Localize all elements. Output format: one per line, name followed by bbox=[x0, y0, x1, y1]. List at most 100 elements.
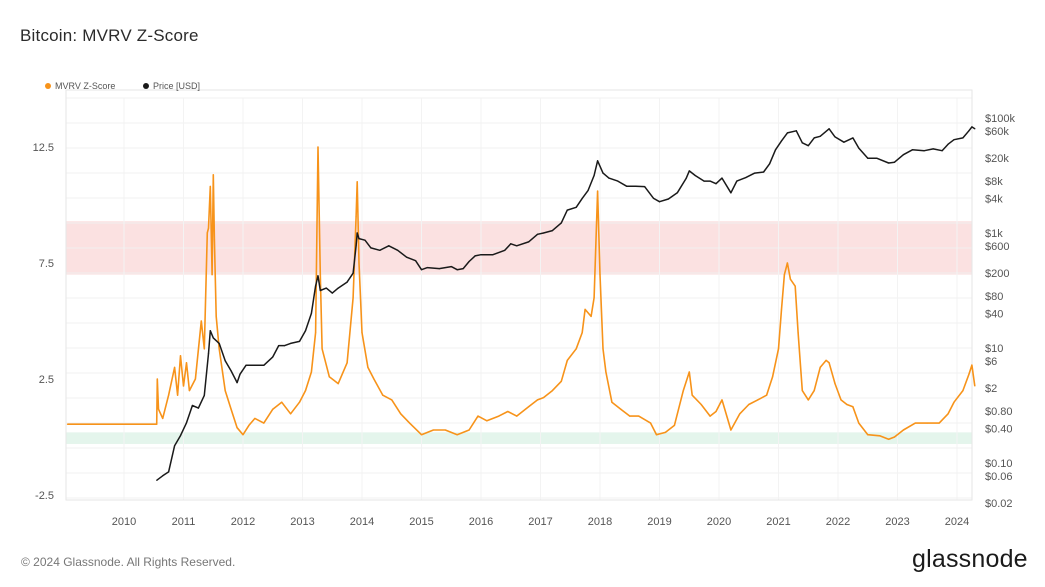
mvrv-point bbox=[432, 429, 434, 431]
x-tick-label: 2019 bbox=[647, 516, 671, 528]
price-point bbox=[795, 130, 797, 132]
mvrv-point bbox=[602, 348, 604, 350]
price-point bbox=[317, 275, 319, 277]
mvrv-point bbox=[748, 403, 750, 406]
price-point bbox=[406, 256, 408, 258]
price-point bbox=[325, 287, 327, 289]
mvrv-point bbox=[254, 417, 256, 420]
price-point bbox=[754, 172, 756, 174]
mvrv-point bbox=[560, 380, 562, 382]
price-point bbox=[358, 237, 360, 240]
mvrv-point bbox=[207, 227, 210, 229]
x-tick-label: 2015 bbox=[409, 516, 433, 528]
price-point bbox=[911, 149, 913, 151]
mvrv-point bbox=[498, 415, 500, 417]
price-point bbox=[426, 267, 429, 269]
y-right-tick-label: $40 bbox=[985, 308, 1003, 320]
mvrv-point bbox=[638, 415, 640, 417]
mvrv-point bbox=[834, 383, 836, 385]
price-point bbox=[745, 176, 747, 179]
chart-title: Bitcoin: MVRV Z-Score bbox=[20, 26, 199, 45]
price-point bbox=[364, 239, 366, 241]
price-point bbox=[185, 422, 188, 424]
price-point bbox=[450, 266, 452, 268]
price-point bbox=[331, 292, 333, 294]
price-point bbox=[587, 189, 589, 192]
price-point bbox=[310, 312, 313, 314]
y-right-tick-label: $0.10 bbox=[985, 458, 1013, 470]
mvrv-point bbox=[593, 297, 595, 299]
x-tick-label: 2020 bbox=[707, 516, 731, 528]
price-point bbox=[923, 150, 925, 152]
price-point bbox=[932, 148, 934, 150]
mvrv-point bbox=[188, 390, 191, 392]
price-point bbox=[203, 394, 205, 396]
price-point bbox=[304, 330, 307, 332]
mvrv-point bbox=[298, 401, 301, 403]
price-point bbox=[626, 185, 628, 187]
price-point bbox=[644, 186, 646, 188]
y-right-tick-label: $4k bbox=[985, 193, 1003, 205]
mvrv-point bbox=[542, 396, 545, 399]
price-point bbox=[474, 255, 476, 257]
price-point bbox=[480, 254, 482, 256]
price-point bbox=[278, 345, 280, 347]
mvrv-point bbox=[962, 390, 964, 392]
price-point bbox=[763, 171, 765, 173]
mvrv-point bbox=[794, 285, 796, 287]
mvrv-point bbox=[382, 394, 384, 396]
mvrv-point bbox=[971, 364, 973, 366]
mvrv-point bbox=[319, 274, 321, 276]
mvrv-point bbox=[367, 366, 369, 368]
mvrv-point bbox=[156, 378, 158, 380]
mvrv-point bbox=[242, 434, 244, 436]
price-point bbox=[635, 185, 637, 187]
price-point bbox=[263, 364, 265, 366]
price-point bbox=[658, 201, 661, 203]
mvrv-point bbox=[355, 216, 357, 218]
price-point bbox=[593, 174, 595, 177]
price-point bbox=[971, 126, 973, 128]
mvrv-point bbox=[281, 401, 283, 403]
mvrv-point bbox=[211, 274, 213, 276]
mvrv-point bbox=[887, 438, 890, 440]
mvrv-point bbox=[168, 394, 170, 396]
x-tick-label: 2023 bbox=[885, 516, 909, 528]
price-point bbox=[887, 162, 890, 164]
mvrv-point bbox=[194, 378, 196, 380]
price-point bbox=[207, 352, 210, 355]
price-point bbox=[575, 206, 577, 208]
price-point bbox=[581, 197, 583, 199]
mvrv-point bbox=[914, 422, 916, 424]
mvrv-point bbox=[209, 185, 211, 188]
price-point bbox=[168, 471, 170, 473]
mvrv-point bbox=[664, 431, 667, 433]
mvrv-point bbox=[507, 410, 509, 413]
price-point bbox=[254, 364, 256, 366]
price-point bbox=[676, 192, 678, 194]
mvrv-point bbox=[858, 422, 860, 424]
mvrv-point bbox=[224, 390, 226, 392]
mvrv-point bbox=[444, 429, 446, 431]
price-point bbox=[730, 192, 732, 194]
mvrv-point bbox=[566, 359, 568, 362]
mvrv-point bbox=[867, 434, 869, 436]
y-right-tick-label: $1k bbox=[985, 228, 1003, 240]
mvrv-point bbox=[218, 348, 220, 350]
price-point bbox=[468, 260, 470, 263]
mvrv-point bbox=[813, 390, 815, 392]
x-tick-label: 2013 bbox=[290, 516, 314, 528]
price-point bbox=[893, 161, 896, 163]
price-point bbox=[528, 241, 530, 243]
price-point bbox=[551, 230, 554, 232]
price-point bbox=[780, 140, 783, 142]
mvrv-point bbox=[852, 406, 854, 408]
mvrv-point bbox=[780, 308, 783, 310]
mvrv-point bbox=[599, 274, 601, 276]
x-tick-label: 2010 bbox=[112, 516, 136, 528]
price-point bbox=[346, 281, 348, 283]
price-point bbox=[652, 197, 655, 199]
mvrv-point bbox=[346, 362, 348, 364]
y-right-tick-label: $6 bbox=[985, 356, 997, 368]
